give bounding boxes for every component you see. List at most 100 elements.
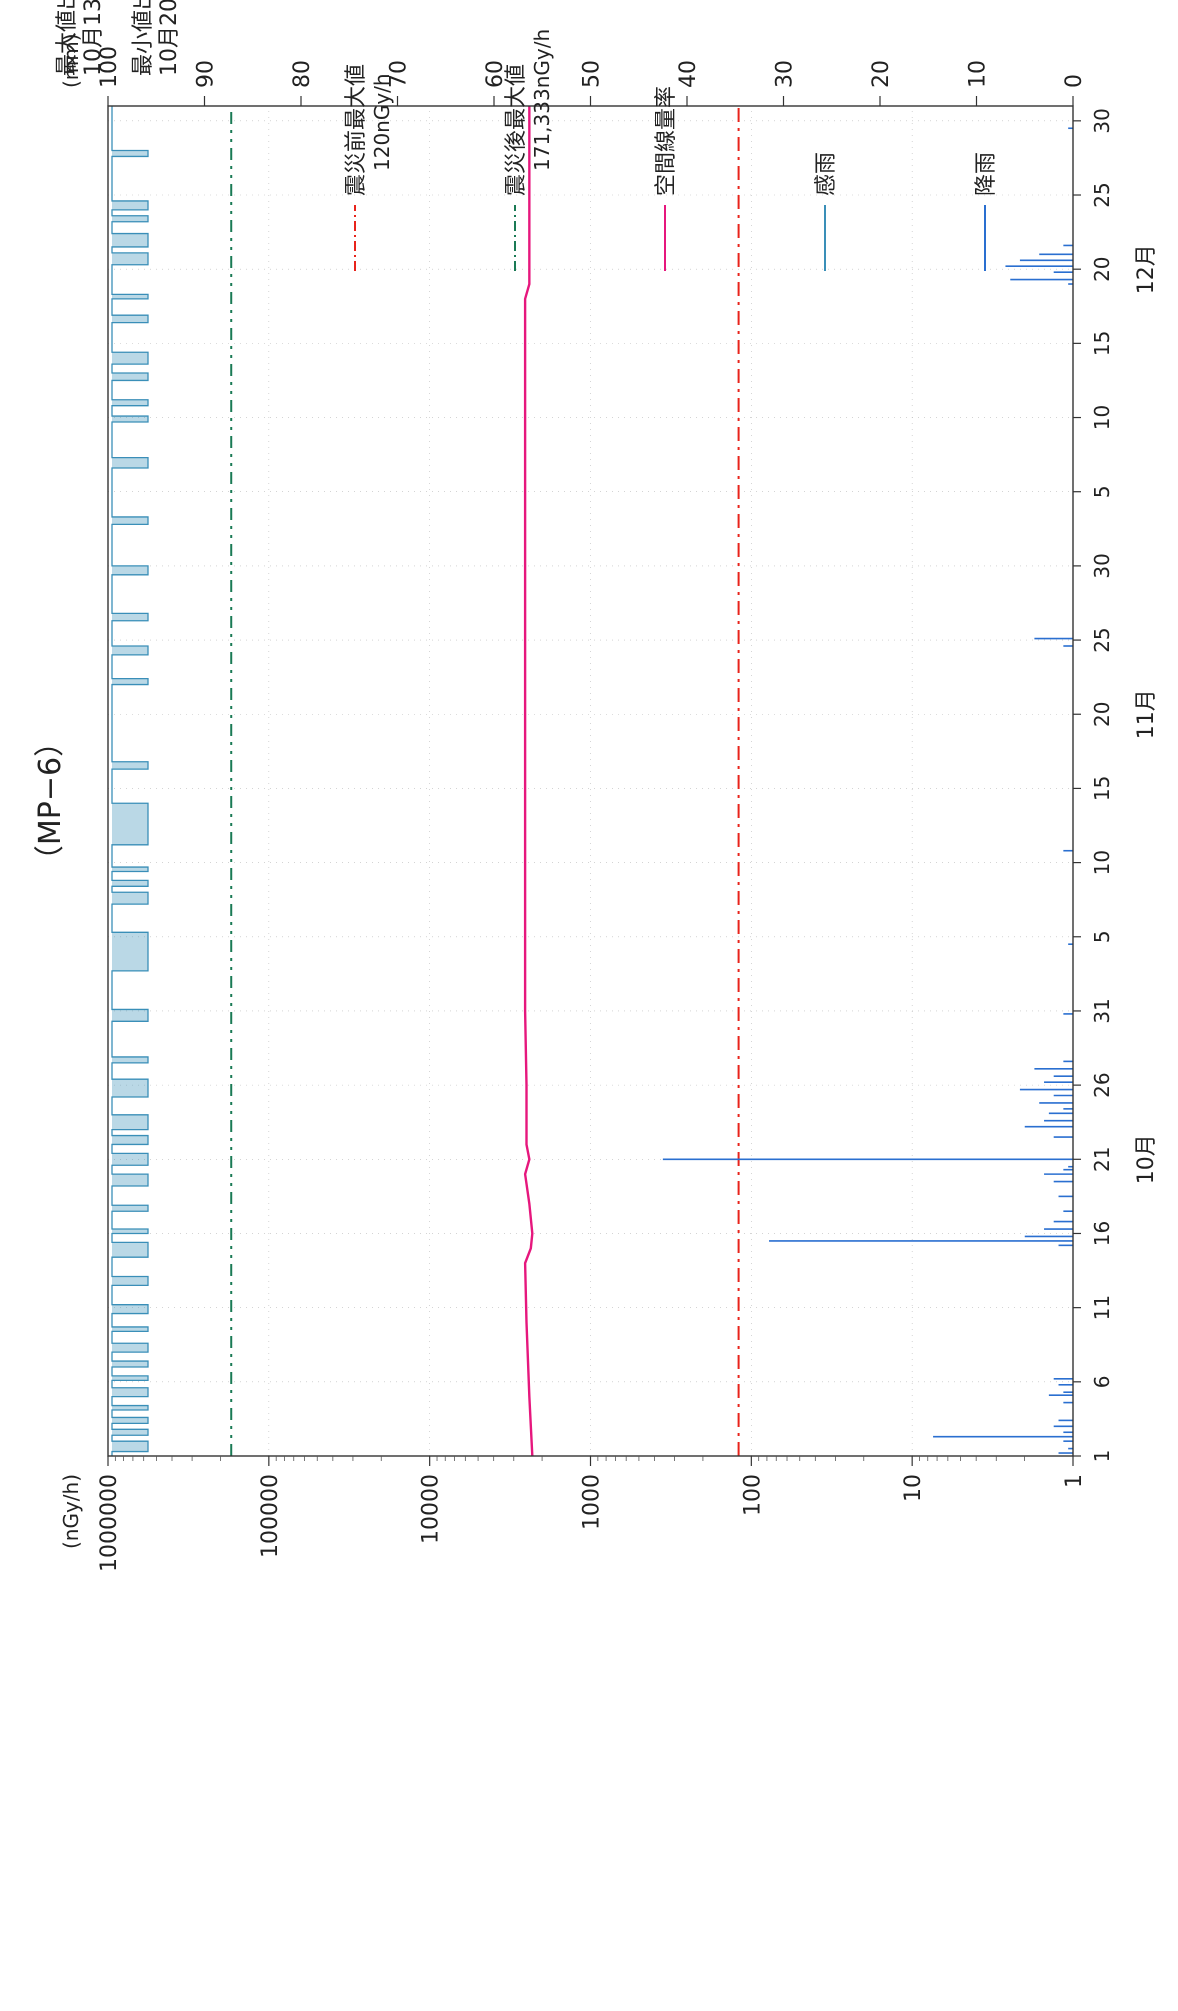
- labels: 1 10 100 1000 10000 100000 1000000 (nGy/h) 0 10 20…: [33, 0, 1159, 1572]
- y-right-unit: (mm): [59, 33, 83, 88]
- series-layer: [111, 106, 1073, 1457]
- rain-sensor-period: [112, 399, 148, 406]
- x-tick-label: 16: [1090, 1221, 1114, 1246]
- rain-sensor-period: [112, 1326, 148, 1332]
- y-left-tick-label: 100: [740, 1474, 765, 1516]
- rain-sensor-period: [112, 1205, 148, 1212]
- y-right-tick-label: 10: [966, 60, 991, 88]
- y-left-tick-label: 1000: [580, 1474, 605, 1530]
- rain-sensor-period: [112, 200, 148, 210]
- y-left-tick-label: 1000000: [97, 1474, 122, 1572]
- rain-sensor-period: [112, 215, 148, 222]
- x-tick-label: 30: [1090, 553, 1114, 578]
- rain-sensor-period: [112, 1387, 148, 1397]
- y-right-tick-label: 50: [580, 60, 605, 88]
- legend-sublabel: 120nGy/h: [370, 73, 394, 171]
- rain-sensor-period: [112, 613, 148, 621]
- rain-sensor-period: [112, 1135, 148, 1145]
- y-right-tick-label: 40: [676, 60, 701, 88]
- x-tick-label: 15: [1090, 776, 1114, 801]
- rain-sensor-period: [112, 1375, 148, 1381]
- rain-sensor-period: [112, 1114, 148, 1130]
- rain-sensor-period: [112, 416, 148, 422]
- max-occurrence-label: 最大値出現日時: [55, 0, 80, 76]
- month-label: 10月: [1134, 1134, 1159, 1184]
- rain-sensor-period: [112, 646, 148, 655]
- y-right-tick-label: 60: [483, 60, 508, 88]
- x-tick-label: 25: [1090, 182, 1114, 207]
- min-occurrence-value: 10月20日 20時: [157, 0, 182, 76]
- x-tick-label: 15: [1090, 331, 1114, 356]
- y-left-tick-label: 100000: [258, 1474, 283, 1558]
- legend-label: 感雨: [814, 152, 839, 196]
- rain-sensor-period: [112, 252, 148, 265]
- y-right-tick-label: 100: [97, 46, 122, 88]
- grid: [107, 106, 1074, 1457]
- rain-sensor-period: [112, 1405, 148, 1411]
- legend-label: 降雨: [974, 152, 999, 196]
- month-label: 12月: [1134, 244, 1159, 294]
- dose-rate-line: [523, 106, 534, 1457]
- y-right-tick-label: 70: [387, 60, 412, 88]
- plot-frame: [107, 105, 1074, 1457]
- min-occurrence-label: 最小値出現日時: [131, 0, 156, 76]
- y-left-unit: (nGy/h): [59, 1474, 83, 1549]
- rain-sensor-period: [112, 1343, 148, 1353]
- legend-label: 震災前最大値: [344, 64, 369, 196]
- rain-sensor-period: [112, 352, 148, 365]
- y-right-tick-label: 80: [290, 60, 315, 88]
- rain-sensor-period: [112, 1079, 148, 1097]
- axes: [107, 96, 1081, 1466]
- month-label: 11月: [1134, 689, 1159, 739]
- rain-sensor-period: [112, 1153, 148, 1166]
- rain-sensor-period: [112, 1429, 148, 1436]
- rain-sensor-period: [112, 1174, 148, 1186]
- x-tick-label: 25: [1090, 627, 1114, 652]
- rain-sensor-period: [112, 315, 148, 323]
- rain-sensor-period: [112, 1009, 148, 1022]
- rain-sensor-period: [112, 1417, 148, 1424]
- rain-sensor-line: [111, 106, 149, 1456]
- x-tick-label: 30: [1090, 108, 1114, 133]
- x-tick-label: 5: [1090, 485, 1114, 498]
- rain-sensor-period: [112, 892, 148, 905]
- rain-sensor-period: [112, 373, 148, 381]
- rain-sensor-period: [112, 516, 148, 525]
- x-tick-label: 21: [1090, 1147, 1114, 1172]
- x-tick-label: 6: [1090, 1375, 1114, 1388]
- x-tick-label: 20: [1090, 256, 1114, 281]
- rain-sensor-period: [112, 761, 148, 770]
- rain-sensor-period: [112, 150, 148, 157]
- legend-label: 空間線量率: [654, 86, 679, 196]
- x-tick-label: 1: [1090, 1450, 1114, 1463]
- x-tick-label: 11: [1090, 1295, 1114, 1320]
- rain-sensor-period: [112, 678, 148, 685]
- x-tick-label: 5: [1090, 930, 1114, 943]
- y-left-tick-label: 10000: [419, 1474, 444, 1544]
- x-tick-label: 31: [1090, 998, 1114, 1023]
- y-left-tick-label: 1: [1062, 1474, 1087, 1488]
- rain-sensor-period: [112, 1441, 148, 1452]
- chart-title: （MP−6）: [33, 727, 68, 875]
- rain-sensor-period: [112, 1242, 148, 1258]
- rain-sensor-period: [112, 880, 148, 887]
- rain-sensor-period: [112, 867, 148, 872]
- rain-sensor-period: [112, 1056, 148, 1063]
- rain-sensor-period: [112, 1361, 148, 1367]
- x-tick-label: 20: [1090, 702, 1114, 727]
- rain-sensor-period: [112, 1276, 148, 1286]
- rain-sensor-period: [112, 294, 148, 299]
- legend-label: 震災後最大値: [504, 64, 529, 196]
- x-tick-label: 10: [1090, 850, 1114, 875]
- rain-sensor-period: [112, 233, 148, 247]
- max-occurrence-value: 10月13日 14時: [81, 0, 106, 76]
- y-right-tick-label: 0: [1062, 74, 1087, 88]
- x-tick-label: 26: [1090, 1072, 1114, 1097]
- rain-sensor-period: [112, 565, 148, 575]
- rain-sensor-period: [112, 932, 148, 971]
- y-right-tick-label: 20: [869, 60, 894, 88]
- x-tick-label: 10: [1090, 405, 1114, 430]
- y-right-tick-label: 90: [194, 60, 219, 88]
